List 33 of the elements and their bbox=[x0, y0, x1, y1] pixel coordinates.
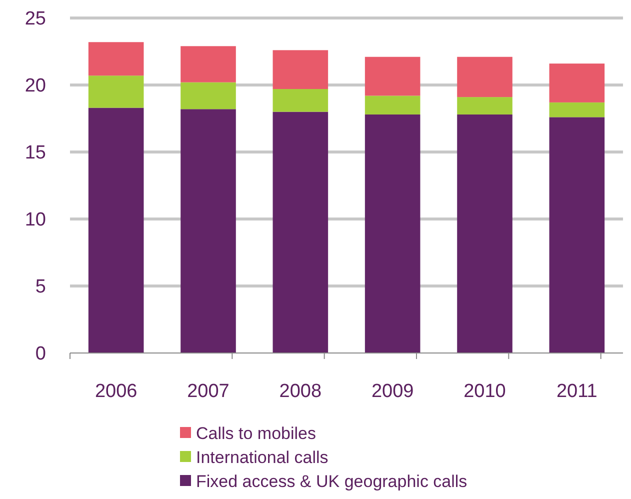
bar bbox=[180, 46, 236, 82]
bar bbox=[457, 97, 512, 114]
bar bbox=[180, 82, 236, 110]
x-tick-label: 2007 bbox=[187, 381, 230, 402]
bar bbox=[549, 64, 605, 102]
bar bbox=[88, 76, 144, 108]
bar bbox=[180, 109, 236, 353]
y-tick-label: 10 bbox=[24, 210, 46, 231]
x-tick-label: 2011 bbox=[556, 381, 598, 402]
y-tick-label: 25 bbox=[24, 8, 46, 30]
x-tick-label: 2010 bbox=[464, 381, 506, 402]
bar bbox=[364, 114, 420, 353]
legend-label: Fixed access & UK geographic calls bbox=[196, 472, 468, 491]
y-tick-label: 5 bbox=[35, 276, 46, 298]
bar bbox=[88, 42, 144, 76]
legend-label: International calls bbox=[196, 448, 328, 467]
x-tick-label: 2006 bbox=[94, 381, 138, 402]
bar bbox=[88, 108, 144, 353]
bar bbox=[364, 96, 420, 114]
y-tick-label: 15 bbox=[24, 142, 46, 164]
bar bbox=[457, 114, 512, 353]
bar bbox=[272, 112, 328, 353]
x-tick-label: 2008 bbox=[279, 381, 322, 402]
bar bbox=[364, 56, 420, 96]
bar bbox=[457, 56, 512, 98]
y-tick-label: 0 bbox=[35, 344, 46, 365]
bar bbox=[272, 89, 328, 112]
bar bbox=[549, 117, 605, 353]
y-tick-label: 20 bbox=[24, 76, 46, 97]
bar bbox=[549, 102, 605, 118]
legend-label: Calls to mobiles bbox=[196, 424, 316, 443]
x-tick-label: 2009 bbox=[371, 381, 414, 402]
bar bbox=[272, 50, 328, 90]
